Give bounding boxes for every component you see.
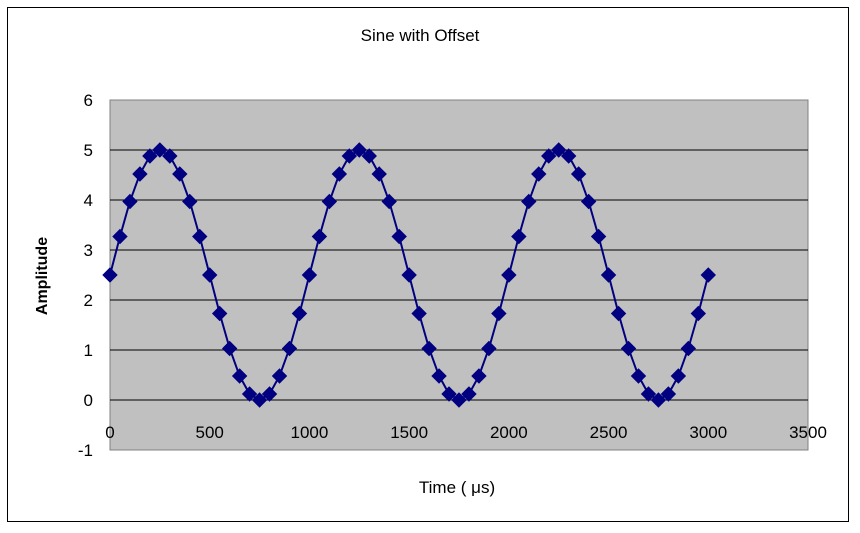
data-point-38 — [481, 340, 497, 357]
x-tick-label-7: 3500 — [789, 423, 827, 442]
data-point-6 — [162, 148, 178, 164]
data-point-32 — [421, 340, 437, 357]
data-point-21 — [311, 228, 328, 245]
data-point-0 — [102, 267, 118, 283]
plot-area — [109, 99, 809, 451]
data-point-8 — [182, 193, 198, 210]
data-point-36 — [461, 386, 477, 402]
data-point-59 — [690, 305, 707, 322]
data-point-18 — [281, 340, 298, 357]
data-point-60 — [700, 267, 716, 283]
data-point-25 — [351, 142, 367, 158]
data-point-3 — [132, 166, 148, 182]
data-point-1 — [112, 228, 128, 245]
data-point-28 — [381, 193, 397, 210]
chart-title: Sine with Offset — [361, 26, 480, 45]
data-point-37 — [471, 368, 487, 384]
data-point-39 — [491, 305, 507, 322]
data-point-11 — [211, 305, 228, 322]
x-axis-title: Time ( μs) — [419, 478, 495, 497]
data-point-56 — [660, 386, 677, 402]
y-tick-label-6: 5 — [84, 141, 93, 160]
data-point-31 — [411, 305, 427, 322]
data-point-7 — [172, 166, 188, 182]
data-point-30 — [401, 267, 417, 283]
data-point-9 — [192, 228, 208, 245]
data-point-5 — [152, 142, 168, 158]
data-point-29 — [391, 228, 407, 245]
data-point-12 — [221, 340, 238, 357]
data-point-23 — [331, 166, 348, 182]
data-point-42 — [521, 193, 537, 210]
data-point-27 — [371, 166, 387, 182]
data-point-52 — [620, 340, 637, 357]
data-point-41 — [511, 228, 527, 245]
data-point-50 — [600, 267, 617, 283]
data-point-26 — [361, 148, 377, 164]
data-point-34 — [441, 386, 457, 402]
y-axis-title: Amplitude — [34, 237, 51, 315]
x-tick-label-0: 0 — [105, 423, 114, 442]
data-point-55 — [650, 392, 667, 408]
x-tick-label-3: 1500 — [390, 423, 428, 442]
data-point-20 — [301, 267, 318, 283]
x-tick-label-2: 1000 — [291, 423, 329, 442]
data-point-16 — [261, 386, 278, 402]
data-point-45 — [551, 142, 567, 158]
data-point-44 — [541, 148, 557, 164]
y-tick-label-0: -1 — [78, 441, 93, 460]
y-tick-label-5: 4 — [84, 191, 93, 210]
y-tick-label-4: 3 — [84, 241, 93, 260]
data-point-47 — [570, 166, 587, 182]
data-point-57 — [670, 368, 687, 384]
data-point-51 — [610, 305, 627, 322]
x-tick-label-5: 2500 — [590, 423, 628, 442]
y-tick-label-7: 6 — [84, 91, 93, 110]
data-point-17 — [271, 368, 288, 384]
y-tick-label-3: 2 — [84, 291, 93, 310]
data-point-48 — [580, 193, 597, 210]
data-point-19 — [291, 305, 308, 322]
data-point-43 — [531, 166, 547, 182]
data-point-10 — [202, 267, 218, 283]
data-point-15 — [251, 392, 268, 408]
data-point-14 — [241, 386, 258, 402]
data-point-40 — [501, 267, 517, 283]
y-tick-label-2: 1 — [84, 341, 93, 360]
data-point-54 — [640, 386, 657, 402]
data-point-33 — [431, 368, 447, 384]
data-point-46 — [560, 148, 577, 164]
x-tick-label-6: 3000 — [689, 423, 727, 442]
y-tick-label-1: 0 — [84, 391, 93, 410]
data-point-22 — [321, 193, 338, 210]
data-point-35 — [451, 392, 467, 408]
data-point-13 — [231, 368, 248, 384]
data-point-58 — [680, 340, 697, 357]
data-point-53 — [630, 368, 647, 384]
data-point-2 — [122, 193, 138, 210]
data-point-4 — [142, 148, 158, 164]
data-point-24 — [341, 148, 358, 164]
x-tick-label-4: 2000 — [490, 423, 528, 442]
data-point-49 — [590, 228, 607, 245]
x-tick-label-1: 500 — [196, 423, 224, 442]
